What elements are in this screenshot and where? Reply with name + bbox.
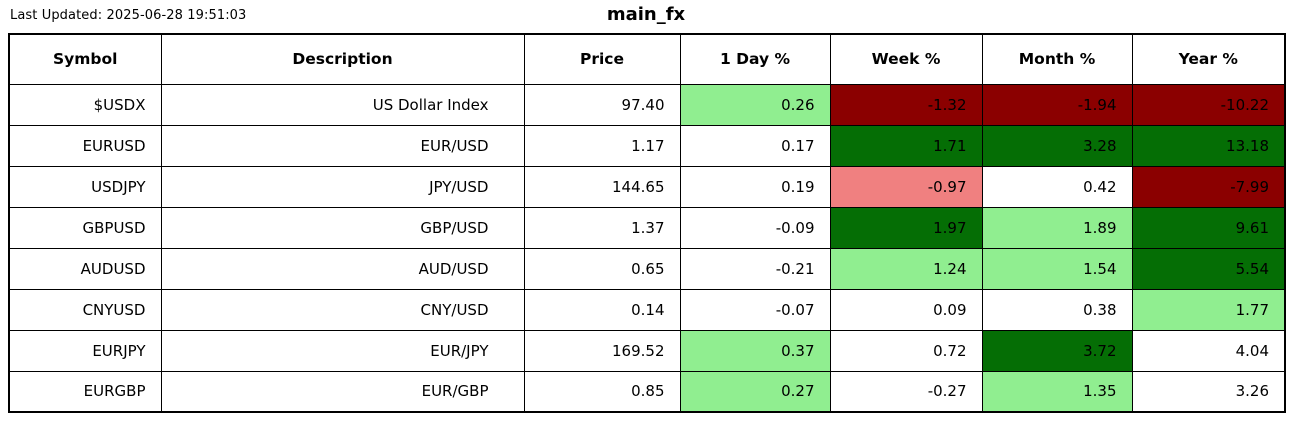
header-row: Symbol Description Price 1 Day % Week % … — [8, 33, 1286, 85]
month-pct-cell: 3.72 — [981, 329, 1133, 372]
year-pct-cell: 1.77 — [1131, 288, 1286, 331]
table-row: CNYUSD CNY/USD 0.14 -0.07 0.09 0.38 1.77 — [8, 288, 1286, 331]
month-pct-cell: 1.54 — [981, 247, 1133, 290]
month-pct-cell: 3.28 — [981, 124, 1133, 167]
table-row: GBPUSD GBP/USD 1.37 -0.09 1.97 1.89 9.61 — [8, 206, 1286, 249]
price-cell: 0.85 — [523, 370, 681, 413]
fx-rates-table: Symbol Description Price 1 Day % Week % … — [8, 33, 1286, 413]
price-cell: 0.14 — [523, 288, 681, 331]
header-month-pct: Month % — [981, 33, 1133, 85]
table-row: EURJPY EUR/JPY 169.52 0.37 0.72 3.72 4.0… — [8, 329, 1286, 372]
description-cell: EUR/JPY — [160, 329, 525, 372]
month-pct-cell: 0.42 — [981, 165, 1133, 208]
symbol-cell: AUDUSD — [8, 247, 162, 290]
week-pct-cell: 1.97 — [829, 206, 983, 249]
header-description: Description — [160, 33, 525, 85]
year-pct-cell: -7.99 — [1131, 165, 1286, 208]
day-pct-cell: -0.07 — [679, 288, 831, 331]
table-row: AUDUSD AUD/USD 0.65 -0.21 1.24 1.54 5.54 — [8, 247, 1286, 290]
month-pct-cell: 1.35 — [981, 370, 1133, 413]
year-pct-cell: 5.54 — [1131, 247, 1286, 290]
header-price: Price — [523, 33, 681, 85]
description-cell: US Dollar Index — [160, 83, 525, 126]
description-cell: CNY/USD — [160, 288, 525, 331]
table-row: USDJPY JPY/USD 144.65 0.19 -0.97 0.42 -7… — [8, 165, 1286, 208]
description-cell: JPY/USD — [160, 165, 525, 208]
week-pct-cell: -0.97 — [829, 165, 983, 208]
header-year-pct: Year % — [1131, 33, 1286, 85]
table-body: $USDX US Dollar Index 97.40 0.26 -1.32 -… — [8, 83, 1286, 413]
header-day-pct: 1 Day % — [679, 33, 831, 85]
symbol-cell: USDJPY — [8, 165, 162, 208]
year-pct-cell: 9.61 — [1131, 206, 1286, 249]
description-cell: EUR/USD — [160, 124, 525, 167]
description-cell: AUD/USD — [160, 247, 525, 290]
day-pct-cell: -0.09 — [679, 206, 831, 249]
year-pct-cell: 13.18 — [1131, 124, 1286, 167]
price-cell: 0.65 — [523, 247, 681, 290]
symbol-cell: EURGBP — [8, 370, 162, 413]
week-pct-cell: -0.27 — [829, 370, 983, 413]
day-pct-cell: 0.27 — [679, 370, 831, 413]
table-row: $USDX US Dollar Index 97.40 0.26 -1.32 -… — [8, 83, 1286, 126]
year-pct-cell: 3.26 — [1131, 370, 1286, 413]
page-title: main_fx — [606, 4, 686, 25]
week-pct-cell: 0.09 — [829, 288, 983, 331]
year-pct-cell: -10.22 — [1131, 83, 1286, 126]
price-cell: 97.40 — [523, 83, 681, 126]
week-pct-cell: -1.32 — [829, 83, 983, 126]
day-pct-cell: 0.19 — [679, 165, 831, 208]
price-cell: 169.52 — [523, 329, 681, 372]
header-week-pct: Week % — [829, 33, 983, 85]
symbol-cell: GBPUSD — [8, 206, 162, 249]
last-updated-timestamp: Last Updated: 2025-06-28 19:51:03 — [10, 8, 247, 23]
symbol-cell: $USDX — [8, 83, 162, 126]
table-row: EURGBP EUR/GBP 0.85 0.27 -0.27 1.35 3.26 — [8, 370, 1286, 413]
week-pct-cell: 1.71 — [829, 124, 983, 167]
week-pct-cell: 1.24 — [829, 247, 983, 290]
top-bar: Last Updated: 2025-06-28 19:51:03 main_f… — [0, 0, 1292, 33]
month-pct-cell: 1.89 — [981, 206, 1133, 249]
table-row: EURUSD EUR/USD 1.17 0.17 1.71 3.28 13.18 — [8, 124, 1286, 167]
week-pct-cell: 0.72 — [829, 329, 983, 372]
day-pct-cell: 0.26 — [679, 83, 831, 126]
header-symbol: Symbol — [8, 33, 162, 85]
day-pct-cell: 0.37 — [679, 329, 831, 372]
symbol-cell: EURJPY — [8, 329, 162, 372]
day-pct-cell: -0.21 — [679, 247, 831, 290]
month-pct-cell: 0.38 — [981, 288, 1133, 331]
price-cell: 1.17 — [523, 124, 681, 167]
month-pct-cell: -1.94 — [981, 83, 1133, 126]
symbol-cell: EURUSD — [8, 124, 162, 167]
price-cell: 144.65 — [523, 165, 681, 208]
year-pct-cell: 4.04 — [1131, 329, 1286, 372]
description-cell: EUR/GBP — [160, 370, 525, 413]
day-pct-cell: 0.17 — [679, 124, 831, 167]
symbol-cell: CNYUSD — [8, 288, 162, 331]
table-header: Symbol Description Price 1 Day % Week % … — [8, 33, 1286, 85]
description-cell: GBP/USD — [160, 206, 525, 249]
price-cell: 1.37 — [523, 206, 681, 249]
